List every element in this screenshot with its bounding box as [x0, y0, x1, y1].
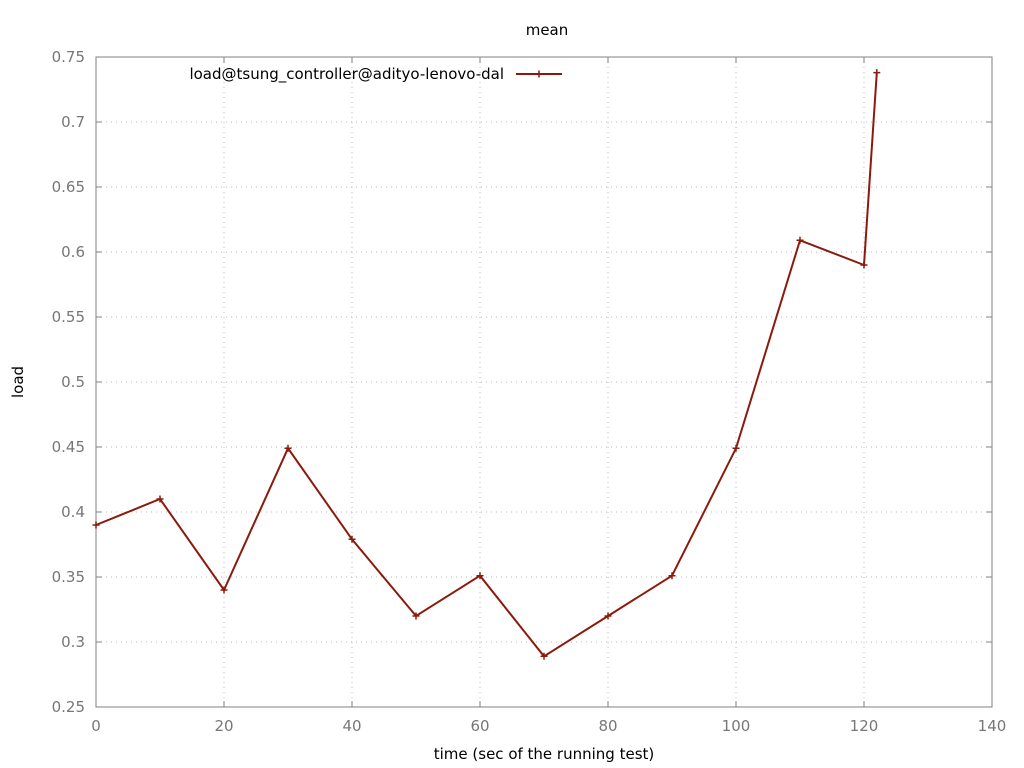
- y-tick-label: 0.25: [52, 698, 85, 716]
- chart-title: mean: [526, 21, 569, 39]
- x-tick-label: 20: [214, 717, 233, 735]
- data-point-marker: [412, 612, 420, 620]
- x-tick-label: 60: [470, 717, 489, 735]
- y-tick-label: 0.55: [52, 308, 85, 326]
- data-point-marker: [220, 586, 228, 594]
- data-point-marker: [796, 236, 804, 244]
- data-point-marker: [476, 572, 484, 580]
- x-tick-label: 120: [850, 717, 879, 735]
- data-point-marker: [604, 612, 612, 620]
- data-point-marker: [732, 444, 740, 452]
- y-tick-label: 0.7: [61, 113, 85, 131]
- y-tick-label: 0.6: [61, 243, 85, 261]
- x-tick-label: 140: [978, 717, 1007, 735]
- data-point-marker: [284, 444, 292, 452]
- plot-frame: [95, 56, 993, 708]
- series-layer: [92, 69, 881, 660]
- data-point-marker: [873, 69, 881, 77]
- y-tick-label: 0.45: [52, 438, 85, 456]
- x-tick-label: 0: [91, 717, 101, 735]
- y-tick-label: 0.4: [61, 503, 85, 521]
- grid: [96, 57, 992, 707]
- legend-label: load@tsung_controller@adityo-lenovo-dal: [189, 65, 504, 84]
- data-point-marker: [860, 261, 868, 269]
- x-tick-label: 100: [722, 717, 751, 735]
- legend-marker: [535, 70, 543, 78]
- data-point-marker: [668, 572, 676, 580]
- series-line: [95, 72, 878, 658]
- data-point-marker: [156, 495, 164, 503]
- y-tick-label: 0.35: [52, 568, 85, 586]
- x-tick-label: 40: [342, 717, 361, 735]
- y-tick-label: 0.5: [61, 373, 85, 391]
- x-axis-ticks: 0 20 40 60 80 100 120 140: [91, 57, 1006, 735]
- y-tick-label: 0.75: [52, 48, 85, 66]
- x-axis-label: time (sec of the running test): [434, 745, 655, 763]
- y-tick-label: 0.3: [61, 633, 85, 651]
- legend: load@tsung_controller@adityo-lenovo-dal: [189, 65, 562, 84]
- y-axis-ticks: 0.25 0.3 0.35 0.4 0.45 0.5 0.55 0.6 0.65 0.7 0.75: [52, 48, 992, 716]
- data-point-marker: [540, 652, 548, 660]
- y-axis-label: load: [9, 366, 27, 398]
- y-tick-label: 0.65: [52, 178, 85, 196]
- data-point-marker: [348, 535, 356, 543]
- data-point-marker: [92, 521, 100, 529]
- x-tick-label: 80: [598, 717, 617, 735]
